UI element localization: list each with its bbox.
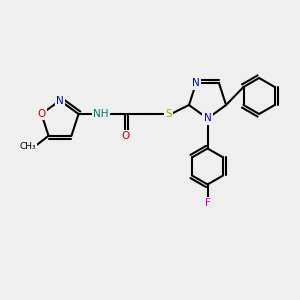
Text: O: O: [121, 131, 129, 141]
Text: CH₃: CH₃: [19, 142, 36, 151]
Text: F: F: [205, 198, 211, 208]
Text: N: N: [56, 95, 64, 106]
Text: S: S: [165, 109, 172, 119]
Text: O: O: [37, 109, 46, 119]
Text: N: N: [192, 78, 200, 88]
Text: NH: NH: [93, 109, 109, 119]
Text: N: N: [204, 113, 212, 124]
